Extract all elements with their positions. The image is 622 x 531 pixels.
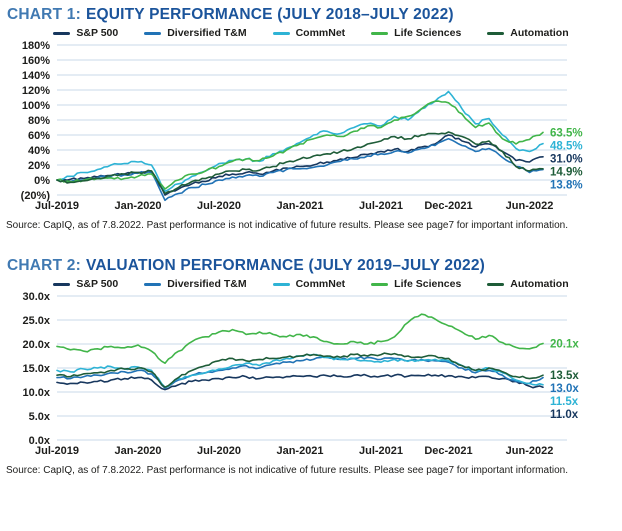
legend-label-diversified-t-m: Diversified T&M: [167, 27, 247, 39]
legend-item-commnet: CommNet: [272, 27, 346, 39]
x-tick-label: Jul-2019: [35, 200, 79, 212]
legend-label-automation: Automation: [510, 27, 569, 39]
x-tick-label: Jul-2019: [35, 445, 79, 457]
chart1-title-main: EQUITY PERFORMANCE (JULY 2018–JULY 2022): [85, 6, 454, 23]
legend-swatch-automation: [487, 282, 505, 286]
equity-performance-chart-section: CHART 1: EQUITY PERFORMANCE (JULY 2018–JU…: [0, 6, 622, 231]
legend-label-s-p-500: S&P 500: [76, 27, 119, 39]
end-value-label-automation: 14.9%: [550, 166, 583, 178]
y-tick-label: 10.0x: [22, 387, 50, 399]
y-tick-label: 0%: [34, 175, 50, 187]
chart1-title-prefix: CHART 1:: [7, 6, 81, 23]
valuation-performance-chart-section: CHART 2: VALUATION PERFORMANCE (JULY 2019…: [0, 257, 622, 476]
series-line-s-p-500: [56, 373, 544, 391]
series-line-life-sciences: [56, 313, 544, 364]
x-tick-label: Dec-2021: [424, 445, 472, 457]
legend-label-commnet: CommNet: [295, 27, 346, 39]
legend-swatch-life-sciences: [371, 31, 389, 35]
legend-item-s-p-500: S&P 500: [53, 278, 118, 290]
y-tick-label: 140%: [22, 70, 50, 82]
y-tick-label: 20.0x: [22, 339, 50, 351]
y-tick-label: 30.0x: [22, 291, 50, 303]
legend-item-automation: Automation: [487, 278, 569, 290]
x-tick-label: Dec-2021: [424, 200, 472, 212]
chart2-title-prefix: CHART 2:: [7, 257, 81, 274]
legend-label-diversified-t-m: Diversified T&M: [167, 278, 247, 290]
end-value-label-automation: 13.5x: [550, 370, 579, 382]
end-value-label-diversified-t-m: 13.8%: [550, 179, 583, 191]
end-value-label-commnet: 11.5x: [550, 396, 579, 408]
legend-label-life-sciences: Life Sciences: [394, 278, 462, 290]
x-tick-label: Jul-2020: [197, 200, 241, 212]
legend-label-automation: Automation: [510, 278, 569, 290]
y-tick-label: 0.0x: [29, 435, 51, 447]
end-value-label-commnet: 48.5%: [550, 140, 583, 152]
chart1-legend: S&P 500 Diversified T&M CommNet Life Scienc…: [0, 27, 622, 39]
chart2-title-main: VALUATION PERFORMANCE (JULY 2019–JULY 20…: [85, 257, 486, 274]
end-value-label-s-p-500: 31.0%: [550, 153, 583, 165]
series-line-automation: [56, 352, 544, 388]
x-tick-label: Jun-2022: [506, 200, 554, 212]
legend-item-s-p-500: S&P 500: [53, 27, 118, 39]
end-value-label-life-sciences: 63.5%: [550, 127, 583, 139]
series-line-diversified-t-m: [56, 138, 544, 202]
legend-item-diversified-t-m: Diversified T&M: [144, 278, 247, 290]
series-line-diversified-t-m: [56, 356, 544, 389]
legend-item-automation: Automation: [487, 27, 569, 39]
chart1-source-note: Source: CapIQ, as of 7.8.2022. Past perf…: [6, 220, 568, 231]
series-line-commnet: [56, 90, 544, 193]
y-tick-label: 160%: [22, 55, 50, 67]
y-tick-label: 40%: [28, 145, 50, 157]
report-page: CHART 1: EQUITY PERFORMANCE (JULY 2018–JU…: [0, 6, 622, 476]
x-tick-label: Jun-2022: [506, 445, 554, 457]
y-tick-label: (20%): [21, 190, 51, 202]
chart2-source-note: Source: CapIQ, as of 7.8.2022. Past perf…: [6, 465, 568, 476]
legend-label-s-p-500: S&P 500: [76, 278, 119, 290]
y-tick-label: 120%: [22, 85, 50, 97]
y-tick-label: 180%: [22, 40, 50, 52]
series-line-automation: [56, 131, 544, 195]
x-tick-label: Jul-2021: [359, 445, 403, 457]
x-tick-label: Jul-2021: [359, 200, 403, 212]
y-tick-label: 60%: [28, 130, 50, 142]
end-value-label-diversified-t-m: 13.0x: [550, 383, 579, 395]
legend-item-diversified-t-m: Diversified T&M: [144, 27, 247, 39]
x-tick-label: Jan-2021: [276, 200, 323, 212]
chart2-plot: 30.0x 25.0x 20.0x 15.0x 10.0x 5.0x 0.0xJul-201…: [22, 291, 579, 457]
y-tick-label: 80%: [28, 115, 50, 127]
chart1-title: CHART 1: EQUITY PERFORMANCE (JULY 2018–JU…: [7, 6, 622, 24]
legend-swatch-commnet: [272, 282, 290, 286]
y-tick-label: 100%: [22, 100, 50, 112]
chart2-title: CHART 2: VALUATION PERFORMANCE (JULY 2019…: [7, 257, 622, 275]
legend-swatch-s-p-500: [53, 282, 71, 286]
chart2-legend: S&P 500 Diversified T&M CommNet Life Scienc…: [0, 278, 622, 290]
x-tick-label: Jul-2020: [197, 445, 241, 457]
end-value-label-life-sciences: 20.1x: [550, 339, 579, 351]
y-tick-label: 25.0x: [22, 315, 50, 327]
series-line-life-sciences: [56, 100, 544, 190]
legend-swatch-s-p-500: [53, 31, 71, 35]
legend-label-commnet: CommNet: [295, 278, 346, 290]
y-tick-label: 20%: [28, 160, 50, 172]
x-tick-label: Jan-2020: [114, 445, 161, 457]
chart1-plot: 180%160%140%120%100%80%60%40%20%0%(20%)J…: [21, 40, 583, 212]
legend-swatch-diversified-t-m: [144, 282, 162, 286]
legend-swatch-diversified-t-m: [144, 31, 162, 35]
legend-swatch-automation: [487, 31, 505, 35]
legend-swatch-life-sciences: [371, 282, 389, 286]
x-tick-label: Jan-2020: [114, 200, 161, 212]
y-tick-label: 15.0x: [22, 363, 50, 375]
end-value-label-s-p-500: 11.0x: [550, 409, 579, 421]
legend-item-commnet: CommNet: [272, 278, 346, 290]
legend-item-life-sciences: Life Sciences: [371, 278, 461, 290]
y-tick-label: 5.0x: [29, 411, 51, 423]
x-tick-label: Jan-2021: [276, 445, 323, 457]
legend-label-life-sciences: Life Sciences: [394, 27, 462, 39]
legend-swatch-commnet: [272, 31, 290, 35]
legend-item-life-sciences: Life Sciences: [371, 27, 461, 39]
